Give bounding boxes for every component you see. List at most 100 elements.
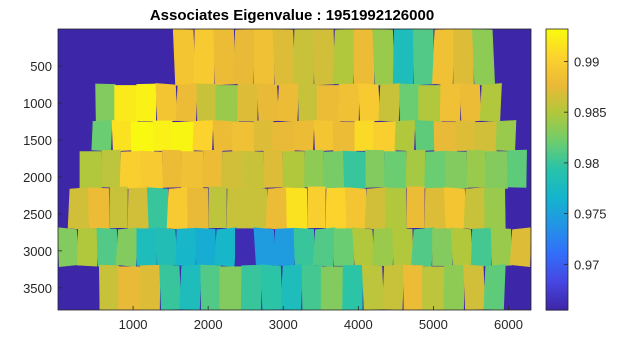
colorbar-segment [546,120,568,124]
heatmap-cell [286,187,308,230]
colorbar-segment [546,197,568,201]
colorbar-segment [546,96,568,100]
colorbar-segment [546,85,568,89]
colorbar-segment [546,249,568,253]
colorbar-segment [546,153,568,157]
heatmap-cell [79,151,102,189]
colorbar-segment [546,295,568,299]
heatmap-cell [320,266,345,311]
heatmap-cell [459,83,482,123]
heatmap-cell [171,121,195,153]
colorbar-segment [546,99,568,103]
heatmap-cell [118,266,142,311]
heatmap-cell [418,85,442,123]
colorbar-segment [546,82,568,86]
colorbar-segment [546,134,568,138]
colorbar-segment [546,211,568,215]
heatmap-cell [495,120,517,152]
colorbar-segment [546,52,568,56]
colorbar-segment [546,127,568,131]
y-tick-label: 2500 [23,207,52,222]
colorbar-segment [546,155,568,159]
colorbar-segment [546,305,568,309]
colorbar-segment [546,125,568,128]
colorbar-segment [546,113,568,117]
heatmap-cell [422,266,446,311]
heatmap-cell [364,187,388,230]
heatmap-cell [432,228,453,266]
heatmap-cell [175,227,197,267]
heatmap-cell [253,227,277,267]
heatmap-cell [392,227,414,267]
heatmap-cell [231,121,255,153]
x-tick-label: 6000 [494,317,523,332]
colorbar-segment [546,237,568,241]
colorbar-segment [546,64,568,68]
heatmap-cell [484,187,506,230]
heatmap-cell [221,150,245,190]
colorbar-frame [545,28,569,311]
x-tick-label: 1000 [119,317,148,332]
colorbar-segment [546,78,568,82]
colorbar-segment [546,43,568,46]
heatmap-cell [67,187,91,230]
colorbar-segment [546,202,568,206]
heatmap-cell [313,120,335,152]
heatmap-cell [215,85,239,123]
colorbar-segment [546,281,568,285]
heatmap-cell [195,227,217,267]
heatmap-cell [322,150,347,190]
heatmap-cell [208,186,227,228]
heatmap-cell [455,120,476,151]
colorbar-segment [546,256,568,260]
heatmap-cell [159,264,182,311]
heatmap-cell [114,85,138,123]
heatmap-cell [130,121,154,153]
colorbar-segment [546,87,568,91]
heatmap-cell [241,150,265,190]
colorbar-segment [546,228,568,231]
heatmap-cell [365,149,385,188]
heatmap-cell [392,28,415,86]
heatmap-cell [98,264,120,311]
heatmap-cell [444,150,468,190]
heatmap-cell [219,266,243,311]
heatmap-cell [253,120,274,151]
heatmap-cell [411,227,434,267]
heatmap-cell [424,187,447,230]
heatmap-cell [312,227,336,267]
colorbar-segment [546,136,568,140]
heatmap-cell [95,83,117,122]
colorbar-segment [546,267,568,271]
heatmap-cell [193,28,216,86]
colorbar-segment [546,239,568,243]
colorbar-segment [546,80,568,84]
y-tick-label: 3500 [23,281,52,296]
heatmap-cell [406,186,425,228]
colorbar-segment [546,174,568,178]
colorbar-tick-label: 0.98 [574,156,599,171]
heatmap-cell [213,28,236,86]
colorbar-segment [546,199,568,203]
heatmap-cell [307,186,326,228]
heatmap-cell [394,120,416,152]
heatmap-cell [101,149,121,188]
x-tick-label: 2000 [194,317,223,332]
colorbar-segment [546,101,568,105]
colorbar-segment [546,209,568,213]
colorbar-segment [546,57,568,61]
colorbar-segment [546,230,568,234]
colorbar-segment [546,115,568,119]
colorbar-segment [546,221,568,224]
heatmap-cell [263,149,284,188]
colorbar-segment [546,157,568,161]
heatmap-cell [450,227,474,267]
colorbar-segment [546,143,568,147]
heatmap-cell [412,28,435,86]
colorbar-segment [546,160,568,164]
colorbar-segment [546,50,568,54]
colorbar-segment [546,195,568,199]
heatmap-cell [76,227,99,267]
heatmap-cell [240,264,262,311]
heatmap-cell [432,28,456,86]
